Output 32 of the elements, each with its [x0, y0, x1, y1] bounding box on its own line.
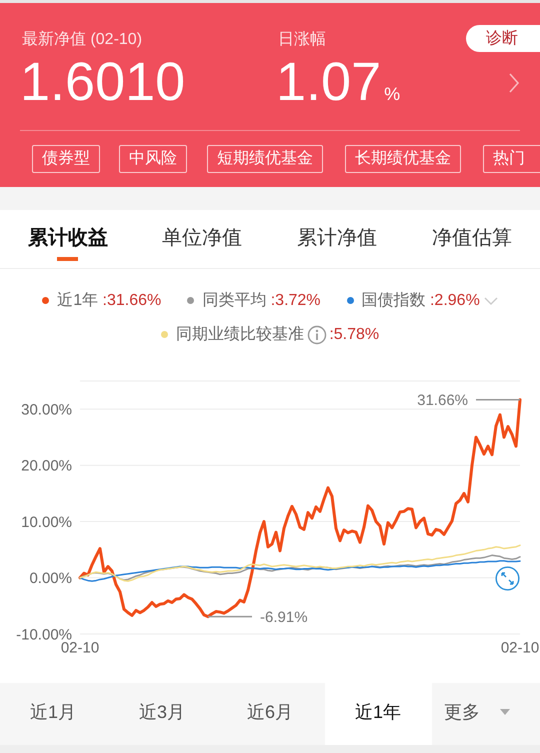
- x-tick-label: 02-10: [500, 640, 540, 657]
- y-tick-label: 20.00%: [21, 458, 72, 475]
- legend-label: 近1年 :31.66%: [57, 292, 162, 308]
- text: 单位净值: [161, 226, 243, 251]
- y-tick-label: 0.00%: [29, 570, 72, 588]
- text: 近1年: [354, 701, 402, 724]
- text: 同期业绩比较基准 :5.78%: [176, 326, 380, 342]
- text: 累计收益: [27, 226, 109, 251]
- text: 1.6010: [20, 52, 186, 112]
- annotation: -6.91%: [260, 608, 308, 626]
- y-tick-label: 30.00%: [21, 401, 72, 418]
- text: 短期绩优基金: [207, 145, 323, 173]
- line-series: [79, 544, 521, 582]
- text: 长期绩优基金: [345, 145, 461, 173]
- text: 近6月: [246, 701, 294, 724]
- text: 累计净值: [296, 226, 378, 251]
- text: 1.07%: [276, 52, 400, 114]
- text: 债券型: [32, 145, 100, 173]
- text: 近3月: [138, 701, 186, 724]
- text: 中风险: [119, 145, 187, 173]
- text: 日涨幅: [278, 30, 326, 50]
- text: 近1月: [28, 701, 77, 724]
- line-series: [79, 560, 521, 582]
- legend-label: 国债指数 :2.96%: [362, 292, 480, 308]
- y-tick-label: 10.00%: [21, 514, 72, 531]
- text: 诊断: [486, 28, 518, 49]
- text: 净值估算: [431, 226, 513, 251]
- legend-label: 同类平均 :3.72%: [202, 292, 321, 308]
- annotation: 31.66%: [417, 392, 468, 410]
- text: 最新净值 (02-10): [22, 30, 142, 50]
- text: 更多: [443, 701, 481, 724]
- text: 热门: [483, 145, 540, 173]
